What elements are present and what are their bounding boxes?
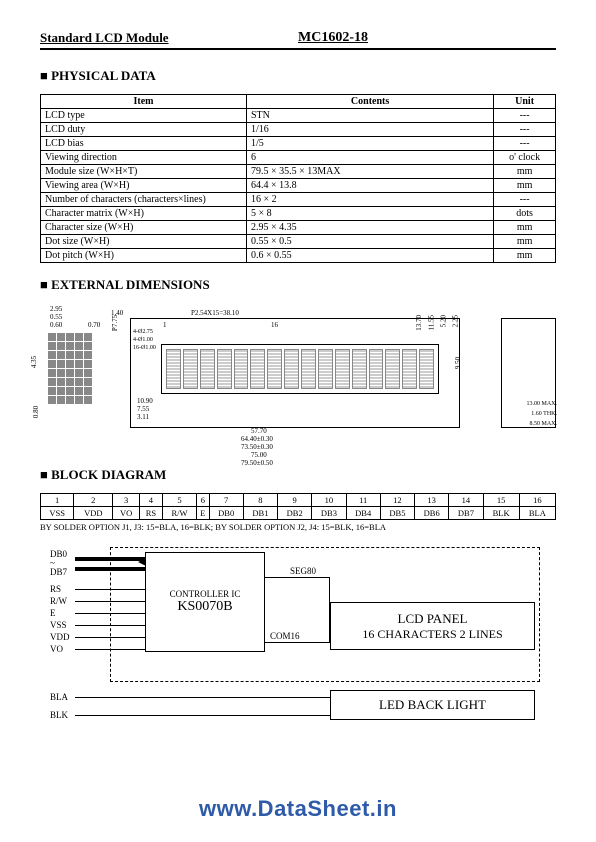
com-label: COM16	[270, 631, 300, 641]
lcd-panel-box: LCD PANEL 16 CHARACTERS 2 LINES	[330, 602, 535, 650]
table-row: Character matrix (W×H)5 × 8dots	[41, 207, 556, 221]
section-physical-data: ■ PHYSICAL DATA	[40, 68, 556, 84]
page-header: Standard LCD Module MC1602-18	[40, 30, 556, 50]
col-contents: Contents	[247, 95, 494, 109]
sig-rs: RS	[50, 584, 61, 594]
sig-db: DB0 ~ DB7	[50, 550, 67, 577]
sig-blk: BLK	[50, 710, 68, 720]
sig-vo: VO	[50, 644, 63, 654]
header-left: Standard LCD Module	[40, 30, 298, 46]
section-block-diagram: ■ BLOCK DIAGRAM	[40, 467, 556, 483]
table-row: Viewing direction6o' clock	[41, 151, 556, 165]
table-row: LCD typeSTN---	[41, 109, 556, 123]
char-matrix-detail: 2.95 0.55 0.60 0.70 4.35 0.80	[40, 313, 100, 433]
table-row: Viewing area (W×H)64.4 × 13.8mm	[41, 179, 556, 193]
module-front-view: P2.54X15=38.10 1 16 4-Ø2.75 4-Ø1.00 16-Ø…	[130, 318, 460, 428]
table-row: Module size (W×H×T)79.5 × 35.5 × 13MAXmm	[41, 165, 556, 179]
sig-vdd: VDD	[50, 632, 70, 642]
backlight-box: LED BACK LIGHT	[330, 690, 535, 720]
physical-data-table: Item Contents Unit LCD typeSTN---LCD dut…	[40, 94, 556, 263]
table-row: LCD bias1/5---	[41, 137, 556, 151]
col-item: Item	[41, 95, 247, 109]
sig-bla: BLA	[50, 692, 68, 702]
sig-vss: VSS	[50, 620, 67, 630]
col-unit: Unit	[494, 95, 556, 109]
solder-option-note: BY SOLDER OPTION J1, J3: 15=BLA, 16=BLK;…	[40, 522, 556, 532]
header-model: MC1602-18	[298, 30, 556, 46]
block-diagram: DB0 ~ DB7 RS R/W E VSS VDD VO BLA BLK CO…	[40, 542, 556, 732]
seg-label: SEG80	[290, 566, 316, 576]
table-row: Character size (W×H)2.95 × 4.35mm	[41, 221, 556, 235]
external-dimensions-drawing: 2.95 0.55 0.60 0.70 4.35 0.80 P2.54X15=3…	[40, 303, 556, 453]
module-side-view: 13.00 MAX. 1.60 THK. 8.50 MAX.	[501, 318, 556, 428]
sig-rw: R/W	[50, 596, 67, 606]
table-row: LCD duty1/16---	[41, 123, 556, 137]
pin-table: 12345678910111213141516 VSSVDDVORSR/WEDB…	[40, 493, 556, 520]
table-row: Dot pitch (W×H)0.6 × 0.55mm	[41, 249, 556, 263]
sig-e: E	[50, 608, 56, 618]
table-row: Number of characters (characters×lines)1…	[41, 193, 556, 207]
watermark: www.DataSheet.in	[0, 796, 596, 822]
section-external-dims: ■ EXTERNAL DIMENSIONS	[40, 277, 556, 293]
table-row: Dot size (W×H)0.55 × 0.5mm	[41, 235, 556, 249]
controller-ic-box: CONTROLLER IC KS0070B	[145, 552, 265, 652]
